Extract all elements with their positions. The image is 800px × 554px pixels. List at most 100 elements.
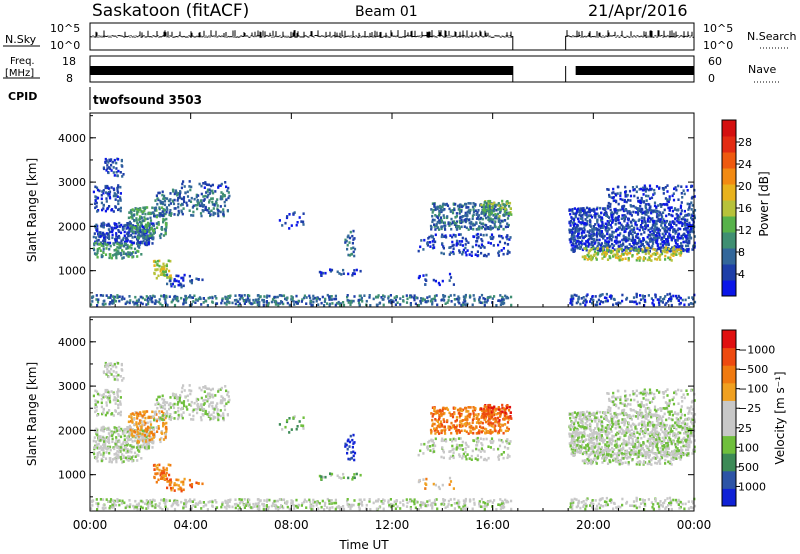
scatter-cell bbox=[209, 417, 212, 420]
scatter-cell bbox=[162, 477, 165, 481]
scatter-cell bbox=[490, 202, 493, 206]
scatter-cell bbox=[145, 430, 148, 433]
scatter-cell bbox=[119, 389, 122, 393]
scatter-cell bbox=[465, 206, 468, 209]
scatter-cell bbox=[123, 297, 126, 301]
scatter-cell bbox=[112, 254, 115, 257]
scatter-cell bbox=[195, 399, 198, 403]
scatter-cell bbox=[96, 400, 100, 404]
scatter-cell bbox=[606, 258, 610, 261]
scatter-cell bbox=[113, 243, 116, 247]
scatter-cell bbox=[598, 238, 601, 242]
scatter-cell bbox=[119, 450, 122, 453]
scatter-cell bbox=[165, 421, 168, 425]
scatter-cell bbox=[158, 234, 162, 237]
scatter-cell bbox=[497, 204, 500, 207]
scatter-cell bbox=[647, 250, 650, 253]
scatter-cell bbox=[94, 206, 97, 210]
scatter-cell bbox=[653, 204, 657, 208]
scatter-cell bbox=[161, 214, 164, 217]
scatter-cell bbox=[143, 216, 146, 219]
scatter-cell bbox=[158, 207, 161, 211]
scatter-cell bbox=[142, 423, 145, 426]
scatter-cell bbox=[686, 218, 689, 222]
scatter-cell bbox=[658, 236, 661, 239]
scatter-cell bbox=[664, 258, 667, 261]
scatter-cell bbox=[483, 253, 486, 257]
scatter-cell bbox=[601, 221, 604, 224]
scatter-cell bbox=[639, 199, 642, 203]
scatter-cell bbox=[507, 223, 510, 227]
date-title: 21/Apr/2016 bbox=[588, 1, 688, 20]
scatter-cell bbox=[390, 301, 393, 305]
scatter-cell bbox=[599, 215, 602, 219]
scatter-cell bbox=[173, 213, 176, 216]
scatter-cell bbox=[476, 254, 479, 258]
scatter-cell bbox=[652, 231, 655, 235]
scatter-cell bbox=[139, 224, 142, 228]
scatter-cell bbox=[613, 199, 616, 202]
scatter-cell bbox=[691, 230, 694, 233]
scatter-cell bbox=[572, 297, 575, 300]
scatter-cell bbox=[208, 405, 211, 408]
scatter-cell bbox=[657, 219, 660, 223]
scatter-cell bbox=[118, 448, 121, 451]
scatter-cell bbox=[243, 294, 246, 297]
scatter-cell bbox=[681, 298, 684, 302]
scatter-cell bbox=[464, 246, 467, 250]
scatter-cell bbox=[463, 303, 466, 306]
scatter-cell bbox=[491, 297, 494, 300]
scatter-cell bbox=[468, 296, 472, 299]
scatter-cell bbox=[662, 192, 665, 195]
scatter-cell bbox=[110, 390, 113, 393]
scatter-cell bbox=[136, 453, 139, 457]
scatter-cell bbox=[492, 235, 495, 239]
scatter-cell bbox=[688, 229, 691, 232]
scatter-cell bbox=[131, 419, 134, 422]
scatter-cell bbox=[102, 426, 105, 429]
scatter-cell bbox=[136, 255, 139, 258]
scatter-cell bbox=[631, 300, 634, 303]
scatter-cell bbox=[480, 243, 483, 246]
scatter-cell bbox=[608, 245, 611, 249]
scatter-cell bbox=[290, 224, 293, 227]
scatter-cell bbox=[320, 478, 323, 481]
scatter-cell bbox=[188, 304, 192, 307]
scatter-cell bbox=[648, 256, 651, 259]
scatter-cell bbox=[629, 199, 632, 202]
scatter-cell bbox=[330, 268, 334, 272]
scatter-cell bbox=[107, 234, 111, 238]
scatter-cell bbox=[194, 408, 197, 411]
scatter-cell bbox=[399, 297, 402, 300]
scatter-cell bbox=[346, 247, 349, 251]
scatter-cell bbox=[212, 211, 215, 215]
scatter-cell bbox=[648, 220, 651, 223]
scatter-cell bbox=[142, 230, 145, 234]
scatter-cell bbox=[177, 415, 180, 419]
site-title: Saskatoon (fitACF) bbox=[92, 1, 249, 21]
scatter-cell bbox=[201, 202, 204, 206]
scatter-cell bbox=[504, 207, 507, 211]
scatter-cell bbox=[308, 294, 311, 298]
scatter-cell bbox=[202, 408, 206, 411]
scatter-cell bbox=[596, 247, 599, 251]
scatter-cell bbox=[182, 402, 185, 405]
scatter-cell bbox=[611, 230, 614, 234]
scatter-cell bbox=[152, 416, 156, 420]
scatter-cell bbox=[678, 302, 681, 306]
scatter-cell bbox=[667, 200, 670, 204]
scatter-cell bbox=[96, 392, 100, 396]
scatter-cell bbox=[497, 217, 500, 220]
scatter-cell bbox=[692, 302, 695, 306]
scatter-cell bbox=[471, 421, 474, 424]
scatter-cell bbox=[355, 472, 358, 476]
scatter-cell bbox=[165, 430, 168, 433]
scatter-cell bbox=[293, 415, 296, 418]
scatter-cell bbox=[143, 235, 146, 239]
scatter-cell bbox=[600, 246, 603, 249]
scatter-cell bbox=[454, 202, 457, 206]
scatter-cell bbox=[643, 216, 646, 220]
scatter-cell bbox=[265, 296, 268, 299]
scatter-cell bbox=[639, 201, 642, 205]
scatter-cell bbox=[452, 424, 455, 427]
